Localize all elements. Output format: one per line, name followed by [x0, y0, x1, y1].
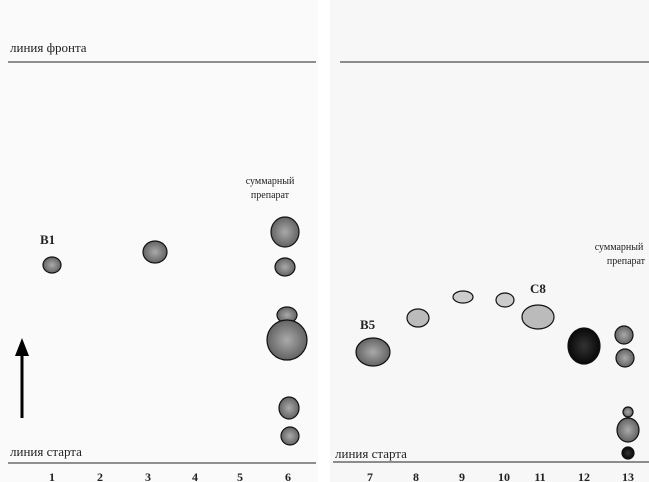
gap	[318, 0, 330, 482]
spot	[143, 241, 167, 263]
total-label: суммарный	[246, 176, 295, 187]
total-label: препарат	[251, 190, 290, 201]
spot	[622, 447, 634, 459]
spot	[615, 326, 633, 344]
spot	[617, 418, 639, 442]
lane-number: 9	[459, 470, 465, 482]
spot	[522, 305, 554, 329]
spot-label: B5	[360, 317, 376, 332]
spot	[279, 397, 299, 419]
total-label: препарат	[607, 256, 646, 267]
front-label: линия фронта	[10, 40, 87, 55]
spot	[271, 217, 299, 247]
lane-number: 5	[237, 470, 243, 482]
right-plate	[330, 0, 649, 482]
spot-label: B1	[40, 232, 55, 247]
lane-number: 4	[192, 470, 198, 482]
lane-number: 2	[97, 470, 103, 482]
lane-number: 11	[534, 470, 545, 482]
spot	[496, 293, 514, 307]
spot	[616, 349, 634, 367]
start-label: линия старта	[10, 444, 82, 459]
spot	[43, 257, 61, 273]
lane-number: 3	[145, 470, 151, 482]
tlc-figure: линия фронта линия старта линия старта B…	[0, 0, 649, 482]
lane-number: 1	[49, 470, 55, 482]
lane-number: 10	[498, 470, 510, 482]
spot	[407, 309, 429, 327]
lane-number: 8	[413, 470, 419, 482]
spot	[281, 427, 299, 445]
spot-label: C8	[530, 281, 546, 296]
spot	[568, 328, 600, 364]
spot	[356, 338, 390, 366]
spot	[267, 320, 307, 360]
start-label: линия старта	[335, 446, 407, 461]
lane-number: 13	[622, 470, 634, 482]
lane-number: 7	[367, 470, 373, 482]
spot	[275, 258, 295, 276]
spot	[623, 407, 633, 417]
lane-number: 12	[578, 470, 590, 482]
spot	[453, 291, 473, 303]
lane-number: 6	[285, 470, 291, 482]
total-label: суммарный	[595, 242, 644, 253]
